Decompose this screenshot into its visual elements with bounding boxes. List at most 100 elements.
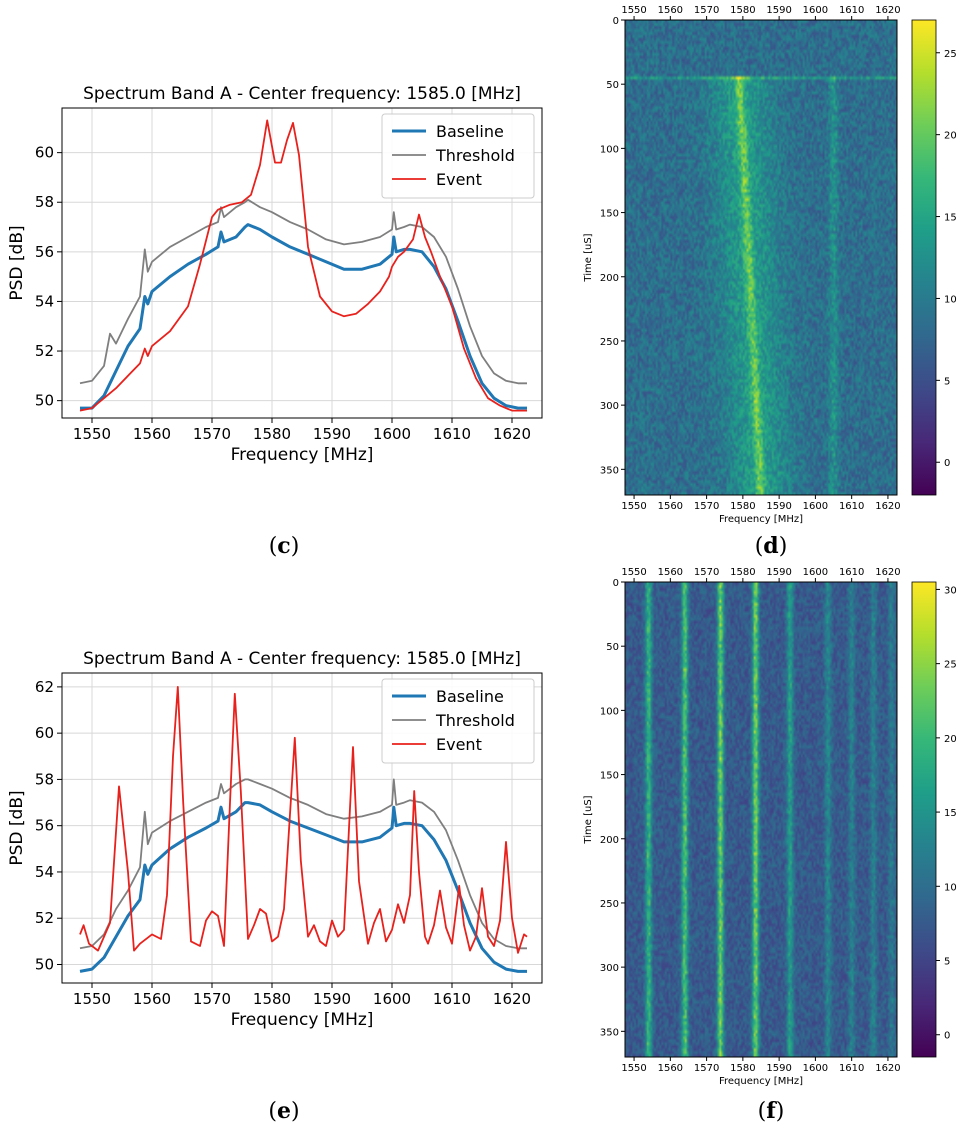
legend-label-event: Event — [436, 735, 482, 754]
colorbar-tick-label: 15 — [944, 808, 957, 819]
y-tick-label: 52 — [35, 342, 54, 360]
colorbar-tick-label: 10 — [944, 294, 957, 305]
legend-box — [381, 678, 535, 764]
y-tick-label: 50 — [606, 642, 619, 653]
colorbar-tick-label: 15 — [944, 213, 957, 224]
y-tick-label: 200 — [600, 273, 619, 284]
x-tick-label-top: 1580 — [730, 5, 755, 16]
x-tick-label-top: 1550 — [621, 567, 646, 578]
x-tick-label-bottom: 1620 — [875, 1063, 900, 1074]
x-axis-label: Frequency [MHz] — [719, 514, 803, 525]
y-tick-label: 60 — [35, 144, 54, 162]
y-tick-label: 58 — [35, 193, 54, 211]
y-tick-label: 350 — [600, 1027, 619, 1038]
x-tick-label-top: 1600 — [803, 567, 828, 578]
x-tick-label: 1600 — [373, 990, 411, 1008]
x-tick-label: 1600 — [373, 425, 411, 443]
x-tick-label-top: 1610 — [839, 567, 864, 578]
x-axis-label: Frequency [MHz] — [231, 1010, 374, 1030]
chart-title: Spectrum Band A - Center frequency: 1585… — [83, 84, 521, 104]
x-tick-label-top: 1620 — [875, 567, 900, 578]
series-line-event — [79, 686, 528, 954]
x-tick-label-top: 1550 — [621, 5, 646, 16]
legend-label-baseline: Baseline — [436, 122, 504, 141]
colorbar-tick-label: 0 — [944, 1031, 950, 1042]
x-tick-label-top: 1600 — [803, 5, 828, 16]
y-tick-label: 50 — [35, 392, 54, 410]
colorbar-tick-label: 25 — [944, 49, 957, 60]
y-tick-label: 150 — [600, 209, 619, 220]
y-tick-label: 250 — [600, 337, 619, 348]
x-tick-label: 1560 — [133, 425, 171, 443]
y-axis-label: PSD [dB] — [7, 225, 27, 300]
x-tick-label-top: 1610 — [839, 5, 864, 16]
caption-e: (e) — [268, 1098, 300, 1124]
x-tick-label-bottom: 1580 — [730, 1063, 755, 1074]
x-tick-label: 1620 — [493, 425, 531, 443]
x-tick-label-bottom: 1550 — [621, 1063, 646, 1074]
x-tick-label-bottom: 1590 — [766, 1063, 791, 1074]
y-tick-label: 150 — [600, 771, 619, 782]
colorbar-tick-label: 0 — [944, 458, 950, 469]
psd-line-chart-c: 1550 1560 1570 1580 1590 1600 1610 1620 50 52 54 56… — [7, 84, 543, 465]
y-tick-label: 250 — [600, 899, 619, 910]
y-tick-label: 52 — [35, 909, 54, 927]
chart-f: 1550 1550 1560 1560 1570 1570 1580 1580 1590 1590… — [570, 562, 970, 1092]
y-tick-label: 350 — [600, 465, 619, 476]
x-tick-label-top: 1570 — [694, 5, 719, 16]
y-tick-label: 54 — [35, 863, 54, 881]
y-axis-label: PSD [dB] — [7, 790, 27, 865]
y-tick-label: 0 — [613, 578, 619, 589]
x-axis-label: Frequency [MHz] — [719, 1076, 803, 1087]
x-tick-label-top: 1590 — [766, 5, 791, 16]
x-tick-label: 1580 — [253, 425, 291, 443]
x-tick-label-bottom: 1550 — [621, 501, 646, 512]
colorbar-tick-label: 20 — [944, 131, 957, 142]
colorbar-tick-label: 10 — [944, 882, 957, 893]
psd-line-chart-e: 1550 1560 1570 1580 1590 1600 1610 1620 50 52 54 56… — [7, 649, 543, 1030]
x-tick-label: 1610 — [433, 990, 471, 1008]
plot-frame — [61, 672, 543, 984]
y-axis-label: Time [uS] — [583, 795, 594, 844]
x-tick-label-top: 1620 — [875, 5, 900, 16]
x-tick-label-bottom: 1590 — [766, 501, 791, 512]
x-tick-label: 1590 — [313, 425, 351, 443]
plot-frame — [61, 107, 543, 419]
x-tick-label-top: 1590 — [766, 567, 791, 578]
x-tick-label-bottom: 1600 — [803, 1063, 828, 1074]
y-tick-label: 60 — [35, 724, 54, 742]
x-tick-label: 1570 — [193, 425, 231, 443]
y-tick-label: 62 — [35, 678, 54, 696]
x-tick-label-bottom: 1560 — [658, 501, 683, 512]
y-tick-label: 0 — [613, 16, 619, 27]
x-tick-label-top: 1560 — [658, 5, 683, 16]
colorbar-tick-label: 5 — [944, 957, 950, 968]
x-tick-label-bottom: 1600 — [803, 501, 828, 512]
caption-c: (c) — [268, 533, 300, 559]
x-tick-label-top: 1560 — [658, 567, 683, 578]
y-tick-label: 50 — [606, 80, 619, 91]
legend-label-event: Event — [436, 170, 482, 189]
legend-label-threshold: Threshold — [435, 711, 515, 730]
y-tick-label: 200 — [600, 835, 619, 846]
x-tick-label: 1580 — [253, 990, 291, 1008]
x-tick-label-bottom: 1560 — [658, 1063, 683, 1074]
y-tick-label: 300 — [600, 401, 619, 412]
y-tick-label: 300 — [600, 963, 619, 974]
colorbar — [911, 19, 937, 496]
colorbar-tick-label: 5 — [944, 376, 950, 387]
x-tick-label: 1550 — [73, 990, 111, 1008]
y-tick-label: 100 — [600, 144, 619, 155]
y-tick-label: 100 — [600, 706, 619, 717]
series-line-event — [79, 119, 527, 412]
chart-title: Spectrum Band A - Center frequency: 1585… — [83, 649, 521, 669]
x-tick-label-bottom: 1610 — [839, 1063, 864, 1074]
caption-f: (f) — [757, 1098, 785, 1124]
x-tick-label-bottom: 1580 — [730, 501, 755, 512]
chart-c: 1550 1560 1570 1580 1590 1600 1610 1620 50 52 54 56… — [0, 70, 560, 465]
colorbar-tick-label: 20 — [944, 734, 957, 745]
x-tick-label: 1560 — [133, 990, 171, 1008]
legend-label-baseline: Baseline — [436, 687, 504, 706]
series-line-threshold — [79, 198, 527, 385]
x-axis-label: Frequency [MHz] — [231, 445, 374, 465]
